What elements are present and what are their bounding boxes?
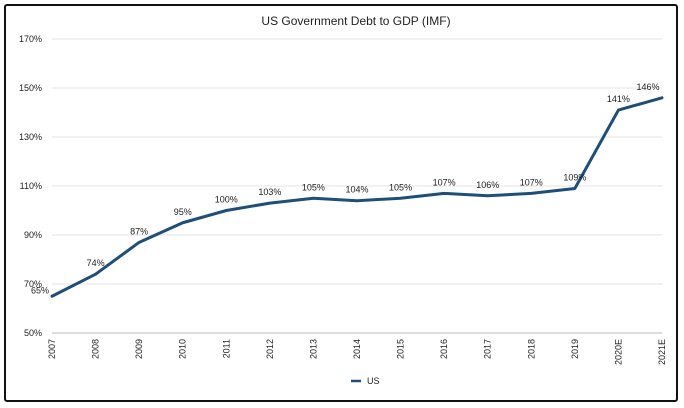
y-tick-label: 50% [24, 328, 42, 338]
y-tick-label: 110% [20, 181, 42, 191]
x-tick-label: 2015 [396, 339, 406, 359]
data-label: 107% [433, 177, 456, 187]
series-line-us [50, 96, 664, 298]
data-point [573, 187, 577, 190]
x-tick-label: 2021E [657, 339, 667, 365]
data-point [268, 201, 272, 205]
data-label: 87% [130, 226, 148, 236]
data-label: 141% [607, 94, 630, 104]
legend: US [351, 376, 380, 386]
data-label: 74% [87, 258, 105, 268]
x-tick-label: 2014 [352, 339, 362, 359]
data-point [137, 241, 141, 244]
data-label: 104% [345, 185, 368, 195]
x-tick-label: 2018 [526, 339, 536, 359]
x-tick-label: 2007 [47, 339, 57, 359]
data-point [486, 194, 489, 197]
x-tick-label: 2011 [221, 339, 231, 358]
data-label: 100% [215, 195, 238, 205]
y-tick-label: 170% [19, 34, 42, 44]
x-tick-label: 2016 [439, 339, 449, 359]
data-point [355, 199, 359, 202]
gridlines [52, 38, 662, 334]
data-label: 105% [389, 182, 412, 192]
chart-title: US Government Debt to GDP (IMF) [261, 14, 450, 28]
data-point [617, 108, 620, 112]
data-label: 146% [636, 82, 659, 92]
y-tick-label: 90% [24, 230, 42, 240]
data-label: 65% [31, 285, 49, 295]
x-axis-ticks: 2007 2008 2009 2010 2011 2012 2013 2014 2015 2016… [47, 339, 667, 365]
data-label: 103% [258, 187, 281, 197]
data-label: 105% [302, 182, 325, 192]
data-label: 109% [563, 172, 586, 182]
chart-frame [4, 4, 678, 402]
data-point [181, 221, 184, 224]
y-tick-label: 130% [19, 132, 42, 142]
x-tick-label: 2020E [613, 339, 623, 365]
data-point [660, 96, 664, 100]
data-point [94, 273, 97, 276]
legend-label-us: US [367, 376, 380, 386]
x-tick-label: 2019 [570, 339, 580, 359]
y-axis-ticks: 50% 70% 90% 110% 130% 150% 170% [19, 34, 42, 338]
data-point [225, 209, 228, 212]
data-point [399, 197, 402, 200]
x-tick-label: 2009 [134, 339, 144, 359]
x-tick-label: 2010 [178, 339, 188, 359]
series-layer [50, 96, 664, 298]
y-tick-label: 70% [24, 279, 42, 289]
x-tick-label: 2017 [483, 339, 493, 359]
data-point [442, 192, 446, 195]
x-tick-label: 2008 [91, 339, 101, 359]
data-label: 106% [476, 180, 499, 190]
x-tick-label: 2012 [265, 339, 275, 359]
data-point [50, 295, 54, 298]
data-point [312, 197, 315, 200]
data-label: 107% [520, 177, 543, 187]
data-label: 95% [174, 207, 192, 217]
data-labels: 65% 74% 87% 95% 100% 103% 105% 104% 105% 107% 106%… [31, 82, 660, 295]
y-tick-label: 150% [19, 83, 42, 93]
x-tick-label: 2013 [308, 339, 318, 359]
data-point [530, 192, 533, 195]
